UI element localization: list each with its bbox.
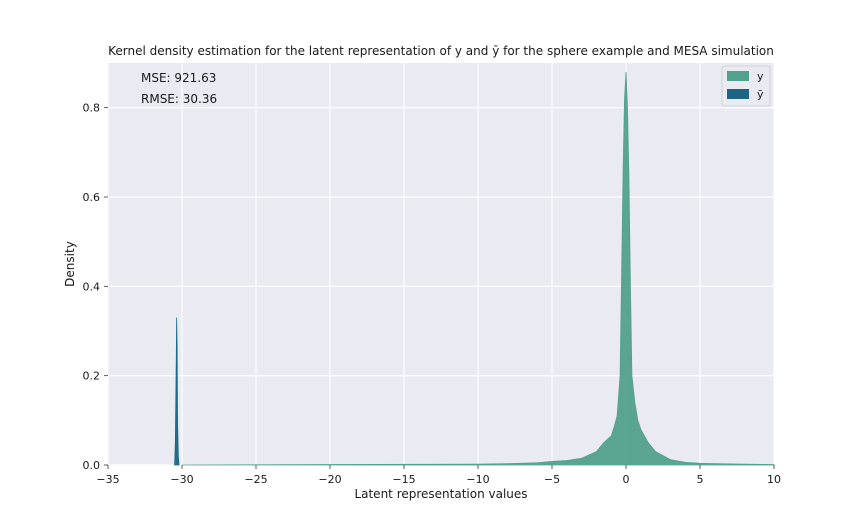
x-axis-ticks: −35 −30 −25 −20 −15 −10 −5 0 5 10 — [96, 465, 781, 486]
y-tick-label: 0.8 — [83, 102, 101, 115]
y-tick-label: 0.6 — [83, 191, 101, 204]
y-tick-label: 0.4 — [83, 280, 101, 293]
y-axis-ticks: 0.0 0.2 0.4 0.6 0.8 — [83, 102, 108, 472]
chart-title: Kernel density estimation for the latent… — [108, 44, 774, 58]
legend-swatch-y — [727, 71, 749, 81]
plot-background — [108, 63, 774, 465]
x-tick-label: −20 — [318, 473, 341, 486]
legend-label-y: y — [757, 70, 764, 83]
x-tick-label: 5 — [697, 473, 704, 486]
y-tick-label: 0.0 — [83, 459, 101, 472]
mse-annotation: MSE: 921.63 — [141, 71, 216, 85]
rmse-annotation: RMSE: 30.36 — [141, 92, 217, 106]
y-tick-label: 0.2 — [83, 370, 101, 383]
x-tick-label: −35 — [96, 473, 119, 486]
x-tick-label: −5 — [544, 473, 560, 486]
y-axis-label: Density — [63, 241, 77, 287]
x-tick-label: −30 — [170, 473, 193, 486]
legend: y ȳ — [721, 65, 771, 107]
x-tick-label: −10 — [466, 473, 489, 486]
legend-label-ybar: ȳ — [757, 88, 764, 101]
x-axis-label: Latent representation values — [354, 487, 527, 501]
density-area-ybar — [174, 317, 180, 466]
x-tick-label: 0 — [623, 473, 630, 486]
x-tick-label: −15 — [392, 473, 415, 486]
legend-swatch-ybar — [727, 89, 749, 99]
density-area-y — [181, 71, 775, 466]
x-tick-label: 10 — [767, 473, 781, 486]
x-tick-label: −25 — [244, 473, 267, 486]
density-areas — [174, 71, 775, 466]
